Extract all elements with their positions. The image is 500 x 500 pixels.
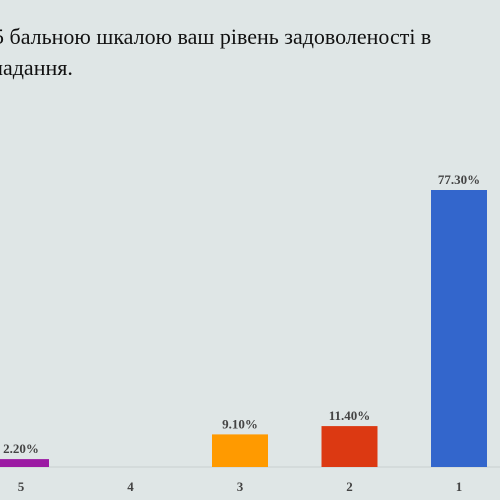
data-label-2: 11.40% (329, 408, 371, 423)
data-label-1: 77.30% (438, 172, 480, 187)
x-tick-label-5: 5 (18, 479, 25, 494)
x-tick-label-3: 3 (237, 479, 244, 494)
bar-3 (212, 434, 268, 467)
bar-1 (431, 190, 487, 467)
data-labels-group: 2.20% 9.10% 11.40% 77.30% (3, 172, 480, 456)
data-label-5: 2.20% (3, 441, 39, 456)
bar-2 (321, 426, 378, 467)
x-tick-labels-group: 5 4 3 2 1 (18, 479, 463, 494)
chart-title-line-1: 5 бальною шкалою ваш рівень задоволеност… (0, 24, 432, 49)
x-tick-label-2: 2 (346, 479, 353, 494)
data-label-3: 9.10% (222, 416, 258, 431)
bars-group (0, 190, 487, 467)
chart-title-line-2: ладання. (0, 55, 73, 80)
x-tick-label-1: 1 (456, 479, 463, 494)
x-tick-label-4: 4 (127, 479, 134, 494)
bar-5 (0, 459, 49, 467)
